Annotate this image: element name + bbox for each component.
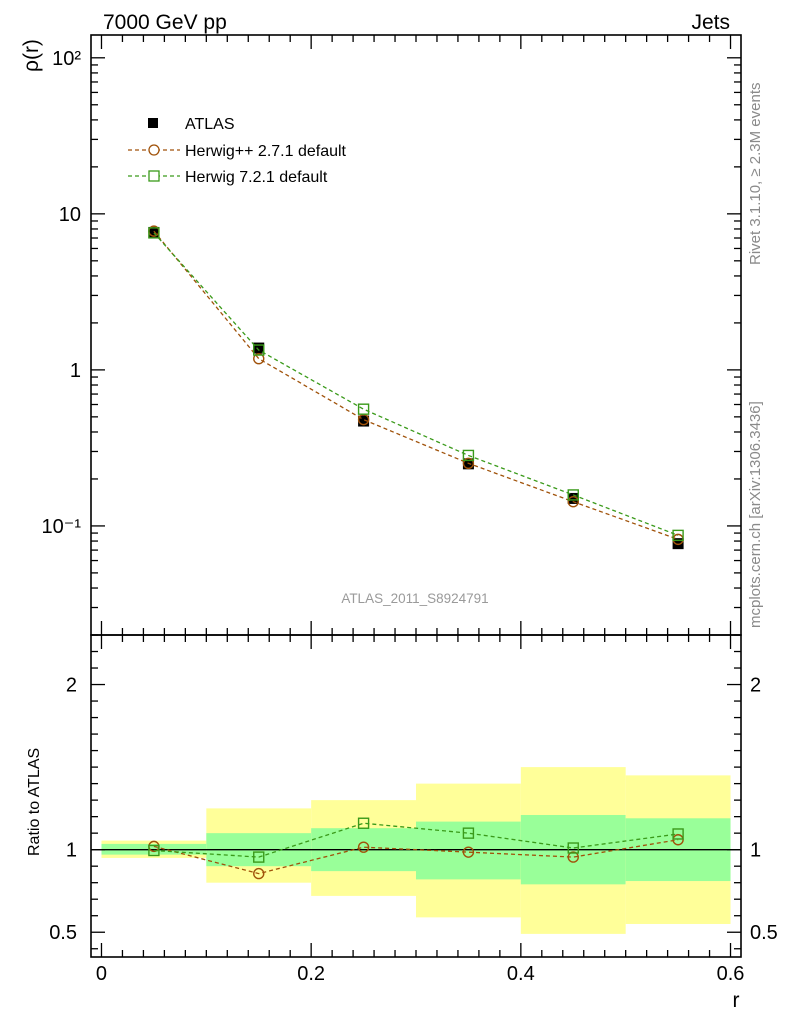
mcplots-label: mcplots.cern.ch [arXiv:1306.3436]: [747, 401, 764, 628]
band-inner-bin-3: [416, 821, 521, 880]
top-y-tick-label: 10: [59, 204, 81, 226]
x-tick-label: 0.4: [507, 963, 535, 985]
ratio-herwigpp-point: [672, 834, 684, 846]
ratio-herwig7-point: [567, 842, 579, 854]
legend-marker-atlas: [148, 118, 158, 128]
ratio-herwigpp-point: [567, 851, 579, 863]
top-herwig7-point: [148, 227, 160, 239]
top-atlas-point: [148, 226, 160, 238]
top-y-tick-label: 1: [70, 360, 81, 382]
ratio-herwigpp-point: [253, 867, 265, 880]
ratio-y-tick-label-left: 2: [66, 675, 77, 697]
top-herwigpp-point: [253, 352, 265, 365]
ratio-herwigpp-point: [462, 846, 475, 858]
legend-marker-herwig7: [148, 170, 160, 182]
top-herwig7-point: [462, 449, 475, 462]
ratio-y-tick-label-left: 0.5: [49, 922, 77, 944]
rivet-version-label: Rivet 3.1.10, ≥ 2.3M events: [747, 83, 764, 266]
x-axis-label: r: [733, 989, 740, 1012]
y-axis-label-top: ρ(r): [20, 39, 43, 72]
top-atlas-point: [672, 538, 684, 550]
ratio-y-tick-label-right: 2: [750, 675, 761, 697]
top-herwigpp-point: [567, 495, 579, 508]
ratio-herwigpp-line: [153, 839, 679, 875]
legend-label-atlas: ATLAS: [185, 116, 235, 133]
ratio-y-tick-label-right: 1: [750, 840, 761, 862]
top-atlas-point: [358, 415, 370, 427]
x-tick-label: 0: [96, 963, 107, 985]
ratio-herwig7-point: [462, 827, 475, 839]
top-herwig7-point: [567, 489, 579, 501]
top-y-tick-label: 10⁻¹: [42, 516, 82, 538]
top-atlas-point: [253, 342, 265, 354]
title-left: 7000 GeV pp: [103, 11, 227, 34]
ratio-herwig7-point: [357, 817, 370, 829]
top-atlas-point: [567, 492, 579, 504]
legend-marker-herwigpp: [148, 144, 160, 156]
top-herwig7-line: [153, 232, 679, 536]
x-tick-label: 0.2: [297, 963, 325, 985]
ratio-herwig7-line: [153, 822, 679, 858]
ratio-herwigpp-point: [357, 841, 370, 853]
analysis-label: ATLAS_2011_S8924791: [341, 591, 488, 606]
legend-label-herwigpp: Herwig++ 2.7.1 default: [185, 143, 347, 160]
ratio-herwig7-point: [253, 851, 265, 863]
top-herwigpp-line: [153, 230, 679, 540]
top-herwig7-point: [253, 344, 265, 356]
ratio-y-tick-label-right: 0.5: [750, 922, 778, 944]
title-right: Jets: [691, 11, 730, 34]
top-herwig7-point: [357, 403, 370, 415]
top-herwig7-point: [672, 529, 684, 542]
ratio-y-tick-label-left: 1: [66, 840, 77, 862]
ratio-herwig7-point: [672, 828, 684, 840]
legend-label-herwig7: Herwig 7.2.1 default: [185, 169, 328, 186]
x-tick-label: 0.6: [717, 963, 745, 985]
ratio-herwig7-point: [148, 844, 160, 857]
top-y-tick-label: 10²: [52, 48, 81, 70]
top-herwigpp-point: [462, 457, 475, 469]
legend: ATLAS Herwig++ 2.7.1 default Herwig 7.2.…: [128, 116, 347, 186]
y-axis-label-ratio: Ratio to ATLAS: [26, 748, 43, 856]
